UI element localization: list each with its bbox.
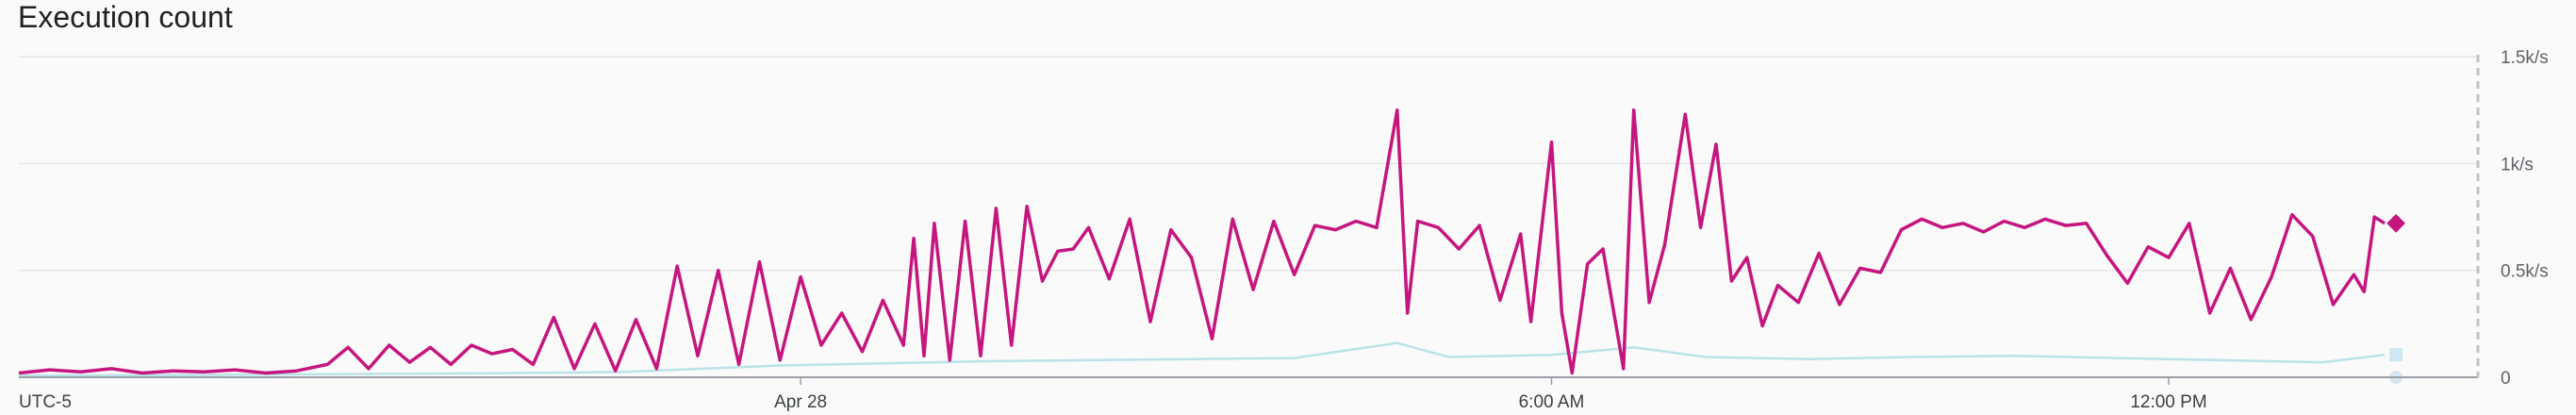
y-tick-label: 0 [2501, 369, 2511, 389]
timezone-label: UTC-5 [19, 392, 72, 412]
page-title: Execution count [18, 0, 233, 34]
y-tick-label: 1.5k/s [2501, 48, 2549, 68]
x-tick-label: Apr 28 [774, 392, 827, 412]
secondary-series-line [18, 341, 2386, 377]
series-lines [18, 108, 2405, 384]
tick-labels: 1.5k/s 1k/s 0.5k/s 0 UTC-5 Apr 28 6:00 AM 12:00… [19, 48, 2549, 412]
primary-series-line [18, 108, 2386, 375]
x-tick-label: 6:00 AM [1519, 392, 1585, 412]
secondary-series-end-marker [2389, 348, 2403, 362]
primary-series-end-marker [2386, 213, 2405, 233]
y-tick-label: 0.5k/s [2501, 262, 2549, 282]
x-tick-label: 12:00 PM [2130, 392, 2206, 412]
y-tick-label: 1k/s [2501, 155, 2534, 174]
grid-lines [19, 56, 2478, 272]
axes [19, 55, 2480, 385]
